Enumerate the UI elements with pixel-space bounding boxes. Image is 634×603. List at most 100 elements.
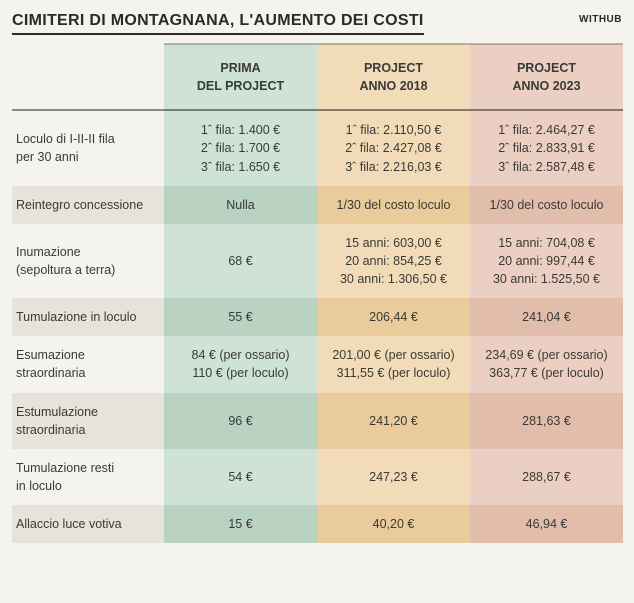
cell-text: 15 anni: 704,08 € (478, 234, 615, 252)
cell-text: Esumazione (16, 346, 156, 364)
row-label: Esumazionestraordinaria (12, 336, 164, 392)
data-cell: 40,20 € (317, 505, 470, 543)
row-label: Inumazione(sepoltura a terra) (12, 224, 164, 298)
row-label: Tumulazione restiin loculo (12, 449, 164, 505)
data-cell: 1ˆ fila: 2.464,27 €2ˆ fila: 2.833,91 €3ˆ… (470, 110, 623, 185)
data-cell: 1ˆ fila: 2.110,50 €2ˆ fila: 2.427,08 €3ˆ… (317, 110, 470, 185)
data-cell: 241,20 € (317, 393, 470, 449)
cell-text: in loculo (16, 477, 156, 495)
cell-text: 30 anni: 1.306,50 € (325, 270, 462, 288)
row-label: Allaccio luce votiva (12, 505, 164, 543)
cell-text: 20 anni: 997,44 € (478, 252, 615, 270)
data-cell: 1/30 del costo loculo (470, 186, 623, 224)
cell-text: 241,20 € (325, 412, 462, 430)
cell-text: 84 € (per ossario) (172, 346, 309, 364)
cell-text: 110 € (per loculo) (172, 364, 309, 382)
data-cell: 241,04 € (470, 298, 623, 336)
cell-text: 2ˆ fila: 1.700 € (172, 139, 309, 157)
header-col-1: PRIMA DEL PROJECT (164, 44, 317, 110)
data-cell: 96 € (164, 393, 317, 449)
cell-text: 3ˆ fila: 2.587,48 € (478, 158, 615, 176)
cell-text: Nulla (172, 196, 309, 214)
cell-text: 1/30 del costo loculo (325, 196, 462, 214)
data-cell: 247,23 € (317, 449, 470, 505)
cell-text: 54 € (172, 468, 309, 486)
cell-text: 55 € (172, 308, 309, 326)
cell-text: 281,63 € (478, 412, 615, 430)
data-cell: 15 anni: 603,00 €20 anni: 854,25 €30 ann… (317, 224, 470, 298)
cell-text: 363,77 € (per loculo) (478, 364, 615, 382)
cell-text: 96 € (172, 412, 309, 430)
header-text: ANNO 2018 (359, 79, 427, 93)
cell-text: 2ˆ fila: 2.833,91 € (478, 139, 615, 157)
cell-text: 247,23 € (325, 468, 462, 486)
data-cell: 15 anni: 704,08 €20 anni: 997,44 €30 ann… (470, 224, 623, 298)
cell-text: 3ˆ fila: 1.650 € (172, 158, 309, 176)
data-cell: 201,00 € (per ossario)311,55 € (per locu… (317, 336, 470, 392)
cell-text: 46,94 € (478, 515, 615, 533)
cell-text: Tumulazione resti (16, 459, 156, 477)
cell-text: 1ˆ fila: 2.110,50 € (325, 121, 462, 139)
cell-text: 3ˆ fila: 2.216,03 € (325, 158, 462, 176)
header-col-2: PROJECT ANNO 2018 (317, 44, 470, 110)
cell-text: 2ˆ fila: 2.427,08 € (325, 139, 462, 157)
header-text: PRIMA (220, 61, 260, 75)
cell-text: 206,44 € (325, 308, 462, 326)
cell-text: 234,69 € (per ossario) (478, 346, 615, 364)
cost-table: PRIMA DEL PROJECT PROJECT ANNO 2018 PROJ… (12, 43, 623, 543)
cell-text: 40,20 € (325, 515, 462, 533)
data-cell: 1ˆ fila: 1.400 €2ˆ fila: 1.700 €3ˆ fila:… (164, 110, 317, 185)
row-label: Estumulazionestraordinaria (12, 393, 164, 449)
header-text: PROJECT (517, 61, 576, 75)
data-cell: 206,44 € (317, 298, 470, 336)
page-title: CIMITERI DI MONTAGNANA, L'AUMENTO DEI CO… (12, 12, 424, 35)
cell-text: 311,55 € (per loculo) (325, 364, 462, 382)
cell-text: straordinaria (16, 421, 156, 439)
cell-text: 15 € (172, 515, 309, 533)
row-label: Reintegro concessione (12, 186, 164, 224)
cell-text: Allaccio luce votiva (16, 515, 156, 533)
cell-text: per 30 anni (16, 148, 156, 166)
table-row: Tumulazione restiin loculo 54 € 247,23 € 28… (12, 449, 623, 505)
header-empty (12, 44, 164, 110)
data-cell: 288,67 € (470, 449, 623, 505)
table-row: Inumazione(sepoltura a terra) 68 € 15 anni… (12, 224, 623, 298)
cell-text: 20 anni: 854,25 € (325, 252, 462, 270)
table-row: Loculo di I-II-II filaper 30 anni1ˆ fila… (12, 110, 623, 185)
cell-text: (sepoltura a terra) (16, 261, 156, 279)
table-row: Tumulazione in loculo 55 € 206,44 € 241,04 … (12, 298, 623, 336)
data-cell: 55 € (164, 298, 317, 336)
cell-text: Estumulazione (16, 403, 156, 421)
cell-text: Reintegro concessione (16, 196, 156, 214)
cell-text: 1/30 del costo loculo (478, 196, 615, 214)
data-cell: 234,69 € (per ossario)363,77 € (per locu… (470, 336, 623, 392)
cell-text: 288,67 € (478, 468, 615, 486)
table-row: Estumulazionestraordinaria 96 € 241,20 € 28… (12, 393, 623, 449)
data-cell: Nulla (164, 186, 317, 224)
data-cell: 1/30 del costo loculo (317, 186, 470, 224)
cell-text: 15 anni: 603,00 € (325, 234, 462, 252)
data-cell: 281,63 € (470, 393, 623, 449)
cell-text: 68 € (172, 252, 309, 270)
cell-text: Loculo di I-II-II fila (16, 130, 156, 148)
header-col-3: PROJECT ANNO 2023 (470, 44, 623, 110)
cell-text: 1ˆ fila: 2.464,27 € (478, 121, 615, 139)
data-cell: 54 € (164, 449, 317, 505)
cell-text: Tumulazione in loculo (16, 308, 156, 326)
row-label: Tumulazione in loculo (12, 298, 164, 336)
header-text: ANNO 2023 (512, 79, 580, 93)
table-row: Esumazionestraordinaria84 € (per ossario… (12, 336, 623, 392)
table-row: Reintegro concessione Nulla 1/30 del costo… (12, 186, 623, 224)
cell-text: 1ˆ fila: 1.400 € (172, 121, 309, 139)
data-cell: 15 € (164, 505, 317, 543)
row-label: Loculo di I-II-II filaper 30 anni (12, 110, 164, 185)
cell-text: straordinaria (16, 364, 156, 382)
header-text: PROJECT (364, 61, 423, 75)
cell-text: 201,00 € (per ossario) (325, 346, 462, 364)
data-cell: 46,94 € (470, 505, 623, 543)
data-cell: 68 € (164, 224, 317, 298)
data-cell: 84 € (per ossario)110 € (per loculo) (164, 336, 317, 392)
cell-text: 241,04 € (478, 308, 615, 326)
table-row: Allaccio luce votiva 15 € 40,20 € 46,94 € (12, 505, 623, 543)
cell-text: Inumazione (16, 243, 156, 261)
